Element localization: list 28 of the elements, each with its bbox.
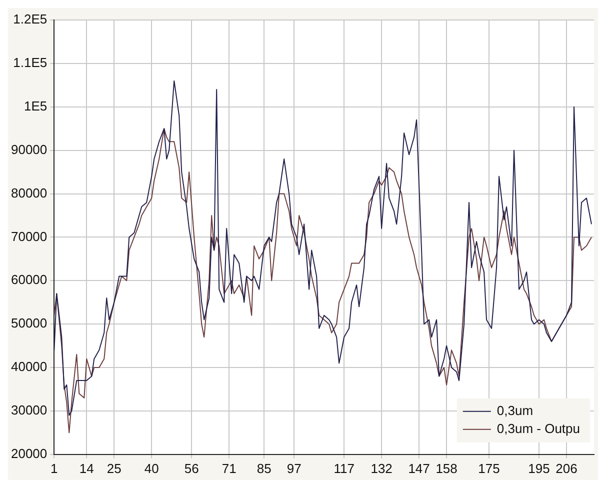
y-tick-label: 80000 xyxy=(10,185,48,200)
x-tick-label: 117 xyxy=(334,460,354,476)
y-tick-label: 30000 xyxy=(10,402,48,418)
y-tick-label: 90000 xyxy=(10,142,48,157)
x-tick-label: 71 xyxy=(222,460,236,476)
x-tick-label: 195 xyxy=(528,460,550,476)
x-tick-label: 56 xyxy=(184,460,199,476)
y-tick-label: 1.1E5 xyxy=(13,55,48,70)
y-tick-label: 20000 xyxy=(10,446,48,461)
x-tick-label: 206 xyxy=(556,460,578,476)
x-tick-label: 97 xyxy=(286,460,302,476)
x-tick-label: 132 xyxy=(370,460,392,476)
y-tick-label: 40000 xyxy=(10,359,48,374)
x-tick-label: 25 xyxy=(106,460,122,476)
x-tick-label: 158 xyxy=(436,460,458,476)
legend-label: 0,3um xyxy=(496,402,534,418)
x-tick-label: 85 xyxy=(256,460,272,476)
x-tick-label: 147 xyxy=(408,460,430,476)
x-tick-label: 14 xyxy=(79,460,94,476)
x-tick-label: 40 xyxy=(144,460,159,476)
y-tick-label: 50000 xyxy=(10,316,48,331)
y-tick-label: 60000 xyxy=(10,272,48,288)
y-tick-label: 1E5 xyxy=(24,98,48,114)
legend-label: 0,3um - Outpu xyxy=(496,420,580,436)
y-tick-label: 70000 xyxy=(10,228,48,244)
y-tick-label: 1.2E5 xyxy=(13,12,48,27)
x-tick-label: 175 xyxy=(478,460,500,476)
x-tick-label: 1 xyxy=(50,460,58,476)
